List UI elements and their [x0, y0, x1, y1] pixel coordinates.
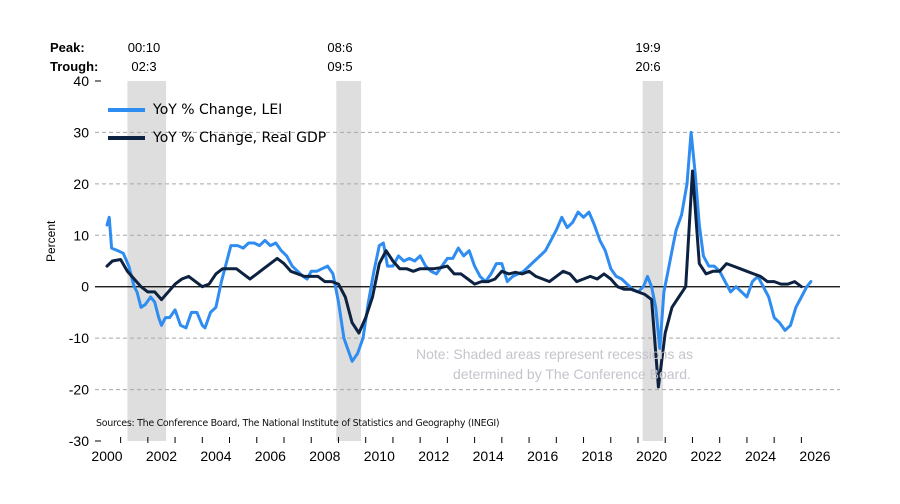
recession-band-2 — [336, 81, 362, 441]
recession-3-trough: 20:6 — [635, 59, 661, 74]
legend-item-gdp: YoY % Change, Real GDP — [108, 124, 326, 152]
series-line-lei — [105, 130, 813, 363]
x-tick-label: 2002 — [146, 448, 177, 464]
x-tick-label: 2018 — [582, 448, 613, 464]
note-line-2: determined by The Conference Board. — [453, 366, 691, 382]
recession-2-peak: 08:6 — [327, 40, 353, 55]
recession-note: Note: Shaded areas represent recessions … — [416, 344, 726, 384]
legend-swatch-lei — [108, 108, 145, 112]
y-tick-label: -30 — [69, 433, 89, 449]
recession-bands — [127, 81, 664, 441]
y-tick-label: -20 — [69, 382, 89, 398]
recession-3-peak: 19:9 — [635, 40, 661, 55]
x-tick-label: 2000 — [91, 448, 122, 464]
x-tick-label: 2016 — [527, 448, 558, 464]
recession-2-trough: 09:5 — [327, 59, 353, 74]
recession-1-trough: 02:3 — [131, 59, 157, 74]
legend: YoY % Change, LEI YoY % Change, Real GDP — [108, 96, 326, 152]
x-axis: 2000 2002 2004 2006 2008 2010 2012 2014 2016 2018… — [91, 437, 831, 464]
recession-1-peak: 00:10 — [127, 40, 161, 55]
x-tick-label: 2010 — [364, 448, 395, 464]
y-tick-label: 20 — [73, 176, 89, 192]
series-lines — [105, 130, 813, 389]
y-axis-label: Percent — [44, 220, 58, 262]
legend-label-gdp: YoY % Change, Real GDP — [153, 130, 327, 146]
legend-item-lei: YoY % Change, LEI — [108, 96, 326, 124]
note-line-1: Note: Shaded areas represent recessions … — [416, 346, 694, 362]
peak-row-label: Peak: — [50, 40, 85, 55]
x-tick-label: 2014 — [473, 448, 504, 464]
x-tick-label: 2020 — [636, 448, 667, 464]
x-tick-label: 2026 — [799, 448, 830, 464]
legend-label-lei: YoY % Change, LEI — [153, 102, 283, 118]
x-tick-label: 2012 — [418, 448, 449, 464]
x-tick-label: 2006 — [255, 448, 286, 464]
series-line-gdp — [105, 169, 803, 389]
trough-row-label: Trough: — [50, 59, 99, 74]
y-tick-label: 30 — [73, 124, 89, 140]
x-tick-label: 2022 — [690, 448, 721, 464]
recession-band-3 — [642, 81, 664, 441]
x-tick-label: 2024 — [745, 448, 776, 464]
recession-band-1 — [127, 81, 167, 441]
y-tick-label: 0 — [81, 279, 89, 295]
y-axis: 40 30 20 10 0 -10 -20 -30 — [69, 73, 89, 449]
legend-swatch-gdp — [108, 136, 145, 140]
x-tick-label: 2008 — [309, 448, 340, 464]
y-tick-label: 10 — [73, 227, 89, 243]
y-tick-label: -10 — [69, 330, 89, 346]
y-tick-label: 40 — [73, 73, 89, 89]
sources-note: Sources: The Conference Board, The Natio… — [96, 418, 500, 429]
x-tick-label: 2004 — [200, 448, 231, 464]
